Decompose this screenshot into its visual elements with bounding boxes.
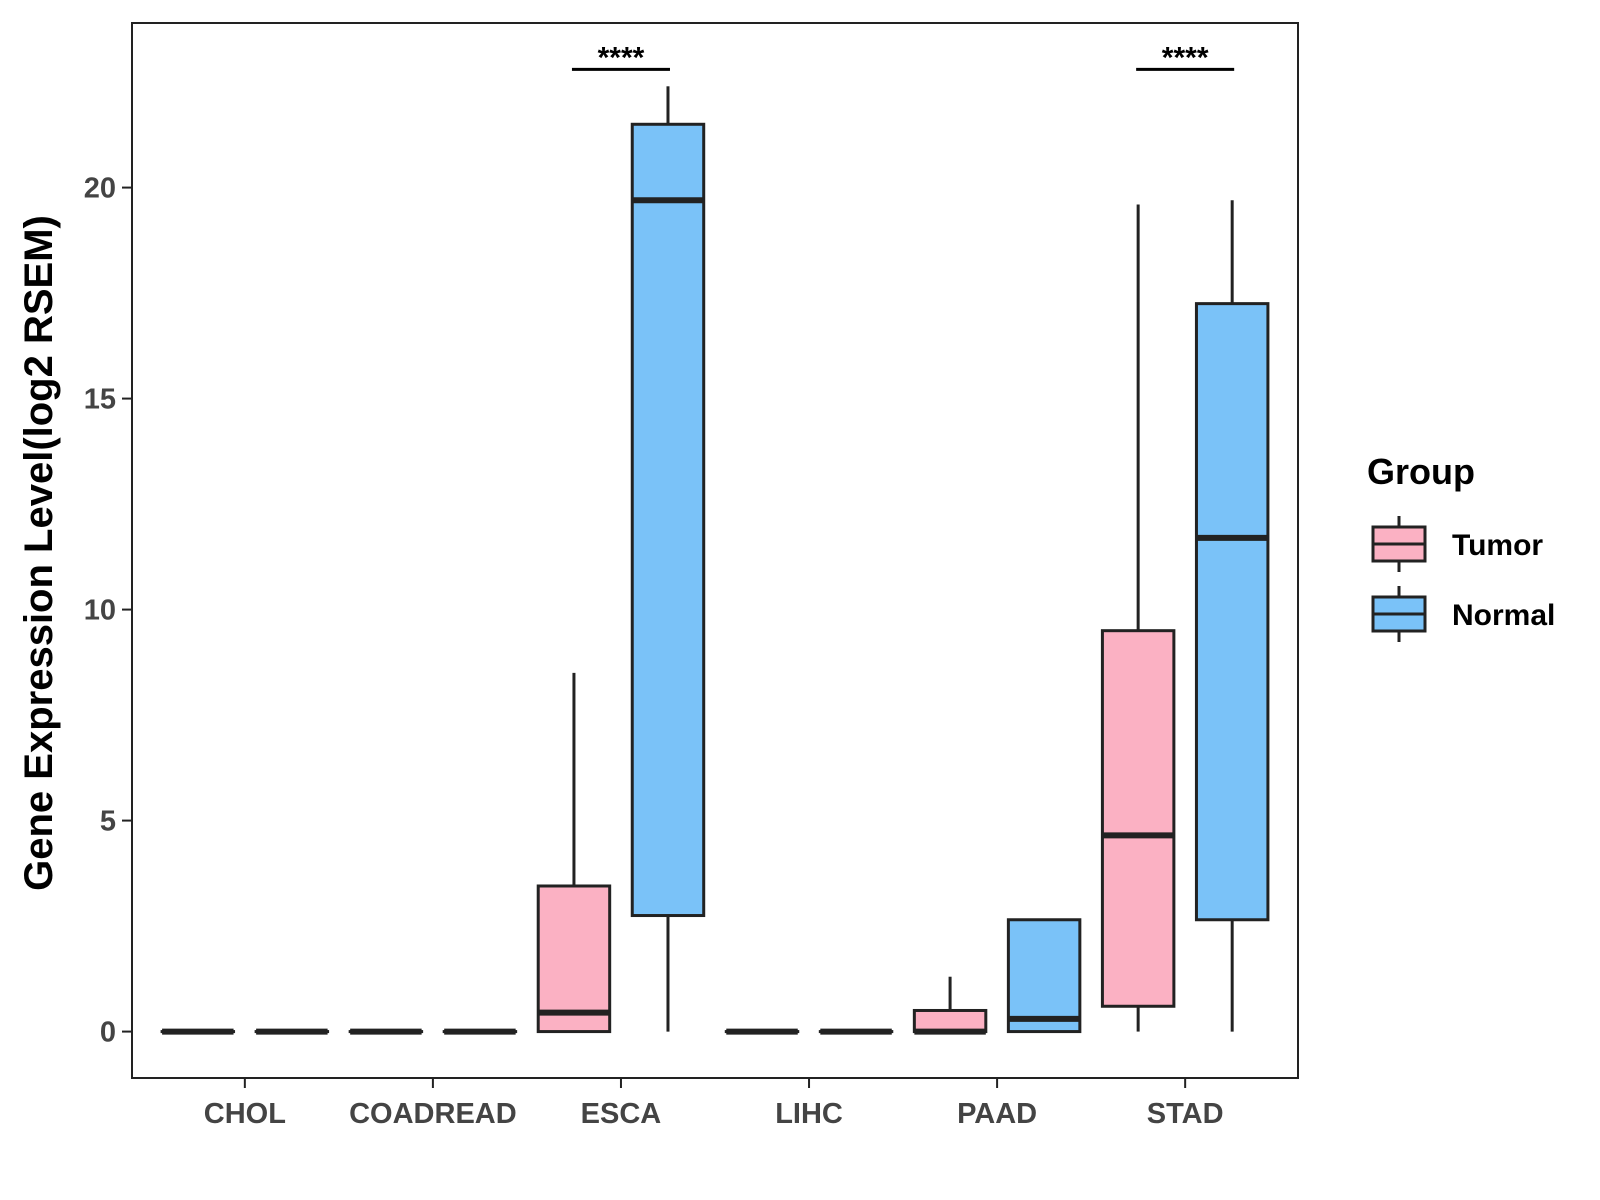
box-normal-esca bbox=[630, 86, 706, 1032]
y-tick-label: 0 bbox=[100, 1017, 116, 1049]
box-body bbox=[1100, 629, 1176, 1008]
significance-label: **** bbox=[598, 41, 645, 74]
x-tick-label: STAD bbox=[1147, 1098, 1224, 1130]
box-normal-stad bbox=[1194, 200, 1270, 1032]
box-tumor-paad bbox=[912, 976, 988, 1035]
x-tick-label: ESCA bbox=[581, 1098, 662, 1130]
legend-entry-normal: Normal bbox=[1371, 586, 1555, 642]
panel-border bbox=[131, 22, 1299, 1079]
box-body bbox=[1194, 302, 1270, 922]
significance-label: **** bbox=[1162, 41, 1209, 74]
box-body bbox=[1006, 918, 1082, 1034]
x-tick-label: PAAD bbox=[957, 1098, 1037, 1130]
y-axis-label: Gene Expression Level(log2 RSEM) bbox=[17, 215, 61, 891]
box-body bbox=[630, 122, 706, 918]
box-tumor-esca bbox=[536, 672, 612, 1034]
box-body bbox=[912, 1008, 988, 1034]
box-normal-paad bbox=[1006, 918, 1082, 1034]
y-tick-label: 10 bbox=[84, 595, 116, 627]
y-tick-label: 5 bbox=[100, 806, 116, 838]
x-tick-label: CHOL bbox=[204, 1098, 286, 1130]
legend-label: Tumor bbox=[1452, 529, 1543, 562]
x-tick-label: LIHC bbox=[775, 1098, 843, 1130]
legend-entry-tumor: Tumor bbox=[1371, 516, 1543, 572]
legend-label: Normal bbox=[1452, 599, 1555, 632]
box-body bbox=[536, 884, 612, 1034]
y-tick-label: 20 bbox=[84, 173, 116, 205]
legend: Group Tumor Normal bbox=[1367, 451, 1555, 642]
x-tick-label: COADREAD bbox=[349, 1098, 517, 1130]
plot-area: 0 5 10 15 20 CHOL COADREAD ESCA LIHC PAAD STAD ****… bbox=[84, 22, 1299, 1130]
y-tick-label: 15 bbox=[84, 384, 116, 416]
legend-title: Group bbox=[1367, 451, 1475, 492]
box-tumor-stad bbox=[1100, 204, 1176, 1032]
